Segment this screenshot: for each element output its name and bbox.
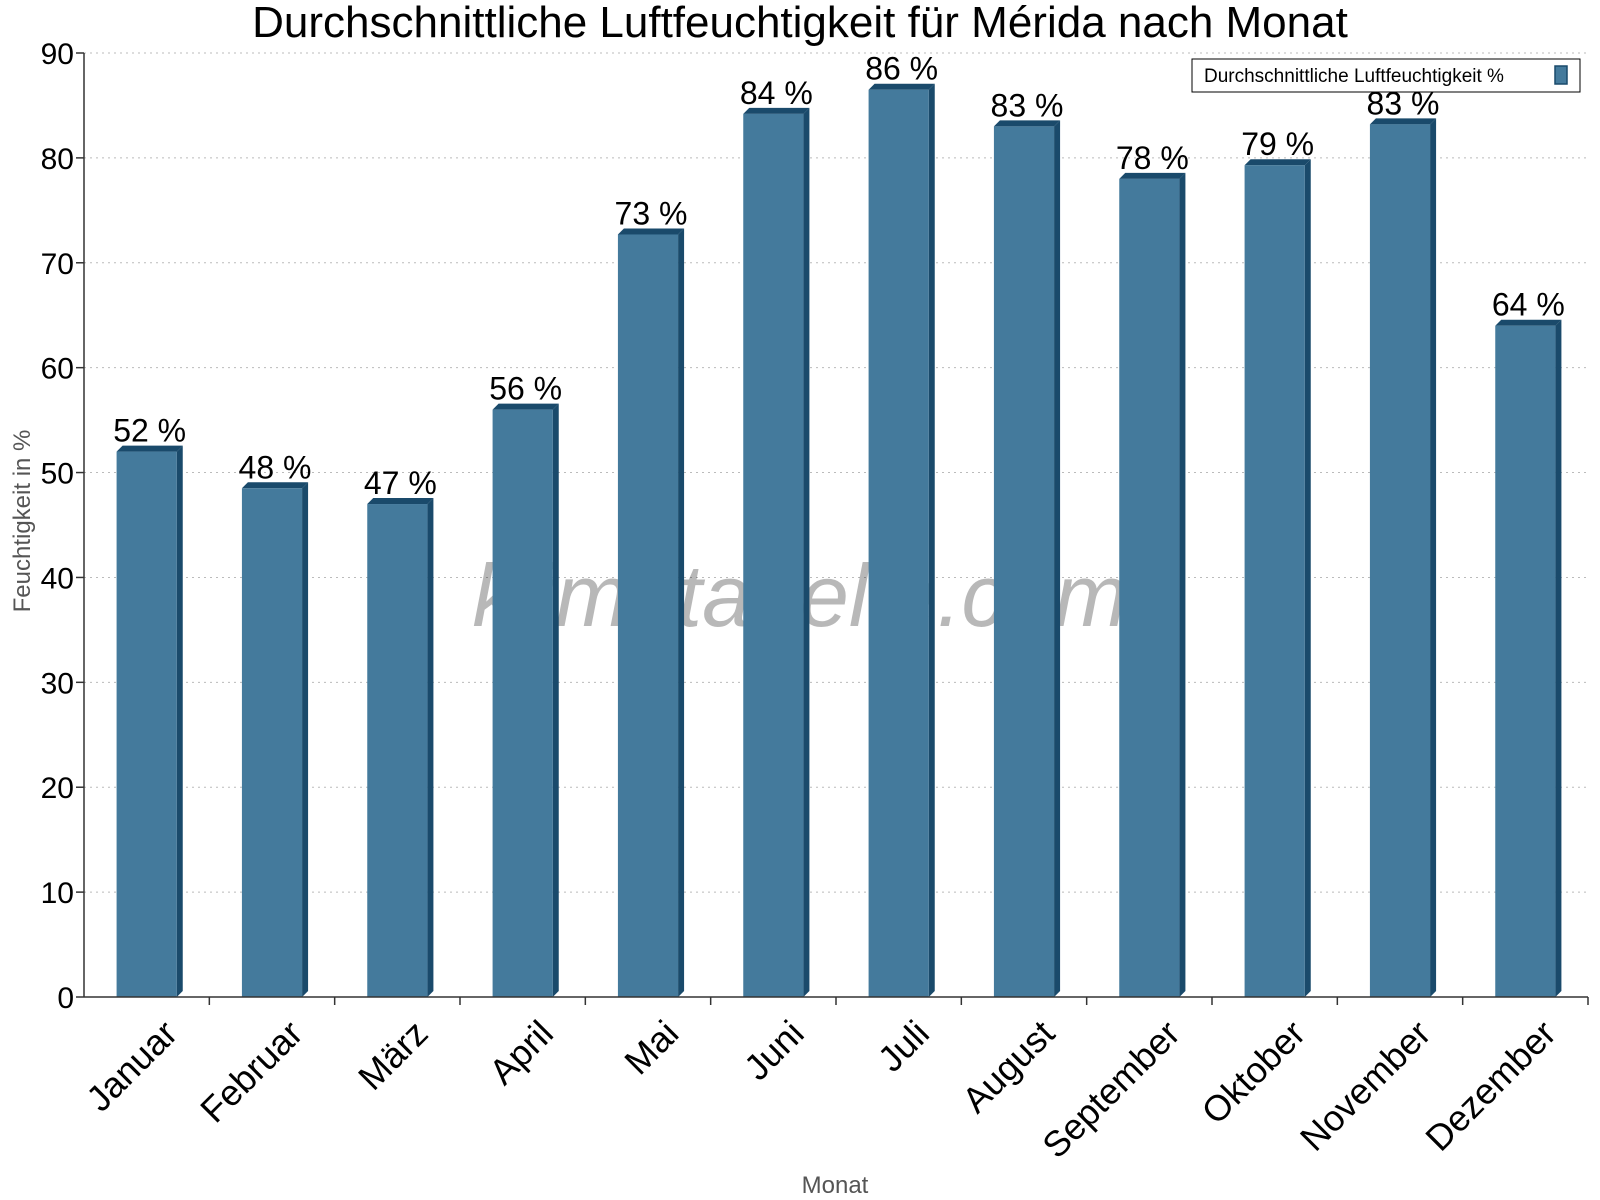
data-label: 64 % <box>1492 287 1565 323</box>
bar-side <box>1179 172 1186 997</box>
bar <box>1244 165 1305 998</box>
bar-top <box>993 120 1061 127</box>
x-tick-label: März <box>350 1012 436 1098</box>
bar <box>617 234 679 998</box>
x-tick-label: Dezember <box>1417 1012 1563 1158</box>
legend-box <box>1191 58 1581 93</box>
bar <box>492 409 553 998</box>
bar <box>241 488 303 997</box>
bar-top <box>367 498 434 505</box>
bar-side <box>427 498 434 997</box>
bar-top <box>1119 172 1186 179</box>
data-label: 84 % <box>740 75 813 111</box>
data-label: 56 % <box>489 371 562 407</box>
y-tick-label: 20 <box>41 772 74 805</box>
bar <box>1495 325 1556 997</box>
bar-side <box>552 403 559 998</box>
x-tick-label: September <box>1034 1012 1188 1166</box>
bar <box>993 126 1055 997</box>
bar <box>1369 124 1431 997</box>
data-label: 78 % <box>1116 140 1189 176</box>
legend-swatch <box>1554 65 1568 85</box>
x-tick-label: Mai <box>616 1012 686 1082</box>
bar-top <box>1244 159 1311 166</box>
bars <box>116 83 1562 998</box>
bar-side <box>928 83 935 997</box>
bar-top <box>868 83 935 90</box>
bar <box>116 451 177 998</box>
data-label: 83 % <box>991 87 1064 123</box>
y-axis-ticks: 0 10 20 30 40 50 60 70 80 90 <box>41 38 84 1015</box>
bar-side <box>1304 159 1311 998</box>
legend: Durchschnittliche Luftfeuchtigkeit % <box>1191 58 1581 93</box>
bar <box>367 504 428 997</box>
data-label: 52 % <box>113 413 186 449</box>
bar-side <box>1555 319 1562 997</box>
y-tick-label: 80 <box>41 143 74 176</box>
bar-top <box>116 445 183 452</box>
y-tick-label: 70 <box>41 248 74 281</box>
data-label: 48 % <box>239 449 312 485</box>
bar-side <box>302 482 309 997</box>
data-labels: 52 % 48 % 47 % 56 % 73 % 84 % 86 % 83 % 78 % 79 %… <box>113 51 1565 501</box>
bar-side <box>803 107 810 997</box>
x-tick-label: August <box>954 1012 1062 1120</box>
bar-side <box>176 445 183 998</box>
bar-top <box>1369 118 1437 125</box>
chart-title: Durchschnittliche Luftfeuchtigkeit für M… <box>252 0 1348 47</box>
y-axis-label: Feuchtigkeit in % <box>9 430 36 613</box>
x-tick-label: Oktober <box>1193 1012 1313 1132</box>
y-tick-label: 90 <box>41 38 74 71</box>
x-tick-label: November <box>1292 1012 1438 1158</box>
bar-top <box>1495 319 1562 326</box>
bar <box>743 113 804 997</box>
y-tick-label: 40 <box>41 562 74 595</box>
x-tick-label: Januar <box>78 1012 185 1119</box>
bar-side <box>1054 120 1061 997</box>
data-label: 47 % <box>364 465 437 501</box>
x-tick-label: April <box>481 1012 561 1092</box>
y-tick-label: 10 <box>41 877 74 910</box>
bar-top <box>492 403 559 410</box>
y-tick-label: 50 <box>41 458 74 491</box>
x-tick-label: Juli <box>870 1012 937 1079</box>
x-axis-label: Monat <box>802 1172 869 1199</box>
y-tick-label: 60 <box>41 353 74 386</box>
legend-label: Durchschnittliche Luftfeuchtigkeit % <box>1204 66 1504 87</box>
bar-top <box>617 228 685 235</box>
bar-top <box>743 107 810 114</box>
y-tick-label: 30 <box>41 667 74 700</box>
data-label: 79 % <box>1241 126 1314 162</box>
y-tick-label: 0 <box>57 982 74 1015</box>
x-tick-label: Juni <box>736 1012 812 1088</box>
x-tick-label: Februar <box>192 1012 310 1130</box>
bar <box>1119 178 1180 997</box>
data-label: 73 % <box>615 195 688 231</box>
bar <box>868 89 929 997</box>
bar-side <box>678 228 685 998</box>
data-label: 86 % <box>865 51 938 87</box>
bar-top <box>241 482 309 489</box>
x-axis-ticks: Januar Februar März April Mai Juni Juli AugustS… <box>78 997 1589 1166</box>
bar-side <box>1430 118 1437 997</box>
